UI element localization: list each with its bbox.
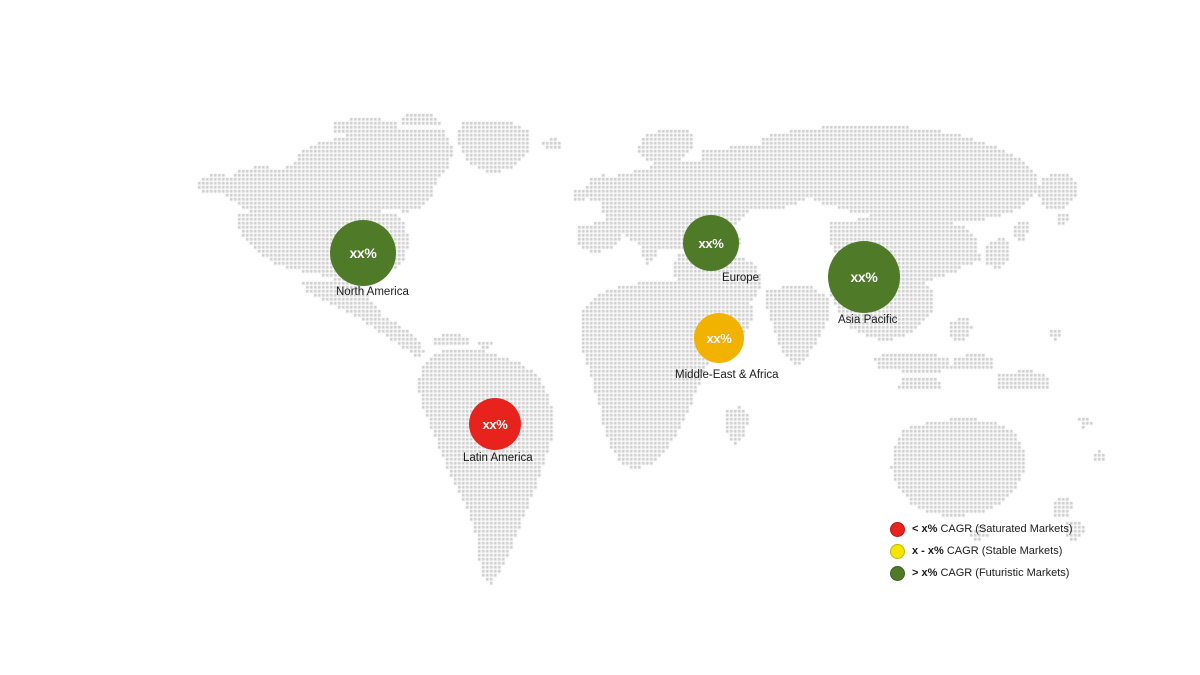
region-bubble-asia-pacific[interactable]: xx% — [828, 241, 900, 313]
legend-dot-futuristic-icon — [890, 565, 905, 581]
region-label-europe: Europe — [722, 272, 760, 284]
legend: < x% CAGR (Saturated Markets) x - x% CAGR… — [890, 518, 1090, 584]
region-value-north-america: xx% — [349, 245, 377, 261]
legend-dot-stable-icon — [890, 543, 905, 559]
region-label-middle-east-africa: Middle-East & Africa — [675, 369, 779, 381]
legend-item-futuristic[interactable]: > x% CAGR (Futuristic Markets) — [890, 562, 1090, 584]
legend-item-stable[interactable]: x - x% CAGR (Stable Markets) — [890, 540, 1090, 562]
region-label-asia-pacific: Asia Pacific — [838, 314, 898, 326]
region-value-europe: xx% — [698, 235, 724, 251]
legend-label-futuristic: > x% CAGR (Futuristic Markets) — [912, 566, 1070, 579]
legend-item-saturated[interactable]: < x% CAGR (Saturated Markets) — [890, 518, 1090, 540]
region-bubble-latin-america[interactable]: xx% — [469, 398, 521, 450]
region-value-asia-pacific: xx% — [850, 269, 878, 285]
region-label-latin-america: Latin America — [463, 452, 533, 464]
region-bubble-middle-east-africa[interactable]: xx% — [694, 313, 744, 363]
region-value-middle-east-africa: xx% — [706, 330, 732, 346]
legend-label-stable: x - x% CAGR (Stable Markets) — [912, 544, 1063, 557]
legend-label-saturated: < x% CAGR (Saturated Markets) — [912, 522, 1073, 535]
legend-range-stable: x - x% — [912, 544, 944, 557]
legend-desc-stable: CAGR (Stable Markets) — [946, 544, 1063, 557]
region-label-north-america: North America — [336, 286, 409, 298]
region-bubble-europe[interactable]: xx% — [683, 215, 739, 271]
legend-desc-futuristic: CAGR (Futuristic Markets) — [940, 566, 1070, 579]
region-bubble-north-america[interactable]: xx% — [330, 220, 396, 286]
legend-dot-saturated-icon — [890, 521, 905, 537]
legend-range-saturated: < x% — [912, 522, 938, 535]
region-value-latin-america: xx% — [482, 416, 508, 432]
legend-range-futuristic: > x% — [912, 566, 938, 579]
legend-desc-saturated: CAGR (Saturated Markets) — [940, 522, 1073, 535]
